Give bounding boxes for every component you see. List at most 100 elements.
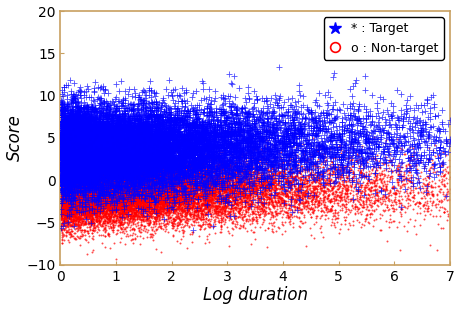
Point: [90, 210, 97, 215]
Point: [63, 186, 70, 191]
Point: [97, 155, 104, 160]
Point: [185, 176, 192, 181]
Point: [59, 172, 67, 177]
Point: [175, 124, 182, 129]
Point: [67, 150, 74, 155]
Point: [109, 176, 117, 181]
Point: [246, 172, 253, 177]
Point: [266, 181, 274, 186]
Point: [199, 180, 207, 185]
Point: [131, 189, 138, 194]
Point: [198, 194, 205, 199]
Point: [106, 219, 113, 224]
Point: [108, 172, 115, 177]
Point: [148, 214, 155, 219]
Point: [108, 203, 115, 208]
Point: [335, 189, 342, 194]
Point: [143, 200, 151, 205]
Point: [68, 173, 76, 178]
Point: [110, 141, 117, 146]
Point: [102, 173, 110, 178]
Point: [146, 137, 154, 142]
Point: [233, 151, 240, 156]
Point: [61, 180, 68, 185]
Point: [291, 173, 298, 178]
Point: [71, 149, 78, 154]
Point: [313, 119, 321, 124]
Point: [61, 130, 68, 135]
Point: [109, 227, 116, 232]
Point: [249, 169, 256, 174]
Point: [179, 197, 186, 202]
Point: [202, 198, 209, 203]
Point: [133, 190, 140, 195]
Point: [172, 160, 179, 165]
Point: [200, 192, 207, 197]
Point: [227, 104, 235, 108]
Point: [101, 181, 108, 186]
Point: [147, 144, 154, 148]
Point: [120, 137, 127, 142]
Point: [88, 104, 95, 109]
Point: [62, 204, 69, 209]
Point: [72, 166, 79, 171]
Point: [104, 183, 112, 188]
Point: [67, 180, 75, 185]
Point: [212, 207, 219, 212]
Point: [187, 142, 194, 147]
Point: [79, 177, 86, 182]
Point: [190, 177, 198, 182]
Point: [161, 128, 168, 133]
Point: [92, 171, 100, 176]
Point: [131, 175, 138, 180]
Point: [95, 209, 103, 214]
Point: [176, 185, 183, 190]
Point: [272, 204, 280, 209]
Point: [213, 155, 221, 160]
Point: [117, 194, 124, 199]
Point: [260, 146, 267, 151]
Point: [221, 147, 229, 152]
Point: [88, 192, 95, 197]
Point: [137, 187, 145, 192]
Point: [183, 150, 190, 155]
Point: [88, 173, 95, 178]
Point: [57, 187, 64, 192]
Point: [72, 164, 79, 169]
Point: [73, 160, 80, 165]
Point: [186, 204, 194, 209]
Point: [231, 156, 239, 161]
Point: [163, 195, 170, 200]
Point: [78, 179, 86, 184]
Point: [170, 170, 177, 175]
Point: [88, 132, 95, 137]
Point: [183, 181, 190, 186]
Point: [310, 191, 318, 196]
Point: [99, 176, 106, 181]
Point: [195, 171, 202, 176]
Point: [74, 154, 82, 159]
Point: [70, 178, 78, 183]
Point: [106, 191, 114, 196]
Point: [214, 153, 222, 157]
Point: [83, 157, 90, 162]
Point: [154, 214, 161, 219]
Point: [93, 201, 100, 206]
Point: [75, 189, 82, 194]
Point: [126, 126, 134, 131]
Point: [266, 153, 273, 158]
Point: [129, 184, 136, 188]
Point: [254, 203, 261, 208]
Point: [122, 125, 129, 130]
Point: [199, 131, 206, 136]
Point: [69, 135, 76, 140]
Point: [288, 189, 296, 194]
Point: [87, 117, 94, 122]
Point: [112, 197, 120, 202]
Point: [66, 155, 73, 160]
Point: [78, 190, 85, 195]
Point: [165, 215, 173, 220]
Point: [139, 161, 146, 166]
Point: [153, 152, 160, 157]
Point: [80, 147, 87, 152]
